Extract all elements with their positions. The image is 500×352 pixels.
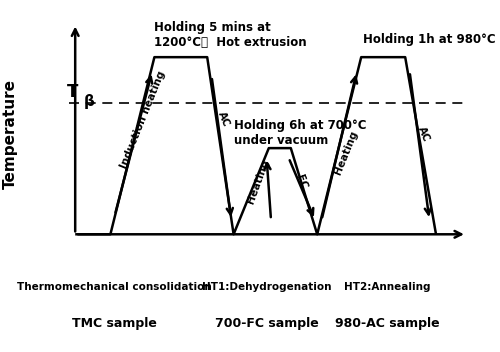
Text: HT1:Dehydrogenation: HT1:Dehydrogenation <box>202 282 332 291</box>
Text: Holding 6h at 700°C
under vacuum: Holding 6h at 700°C under vacuum <box>234 119 366 147</box>
Text: T: T <box>68 83 78 101</box>
Text: 980-AC sample: 980-AC sample <box>336 317 440 330</box>
Text: β: β <box>84 94 95 109</box>
Text: Induction heating: Induction heating <box>119 69 168 170</box>
Text: AC: AC <box>416 125 432 143</box>
Text: Heating: Heating <box>245 158 270 205</box>
Text: Holding 5 mins at
1200°C，  Hot extrusion: Holding 5 mins at 1200°C， Hot extrusion <box>154 21 307 49</box>
Text: AC: AC <box>216 110 232 128</box>
Text: TMC sample: TMC sample <box>72 317 157 330</box>
Text: FC: FC <box>294 173 309 190</box>
Text: HT2:Annealing: HT2:Annealing <box>344 282 431 291</box>
Text: Holding 1h at 980°C: Holding 1h at 980°C <box>364 33 496 46</box>
Text: Temperature: Temperature <box>2 79 18 189</box>
Text: Heating: Heating <box>332 130 359 176</box>
Text: 700-FC sample: 700-FC sample <box>214 317 318 330</box>
Text: Thermomechanical consolidation: Thermomechanical consolidation <box>18 282 212 291</box>
